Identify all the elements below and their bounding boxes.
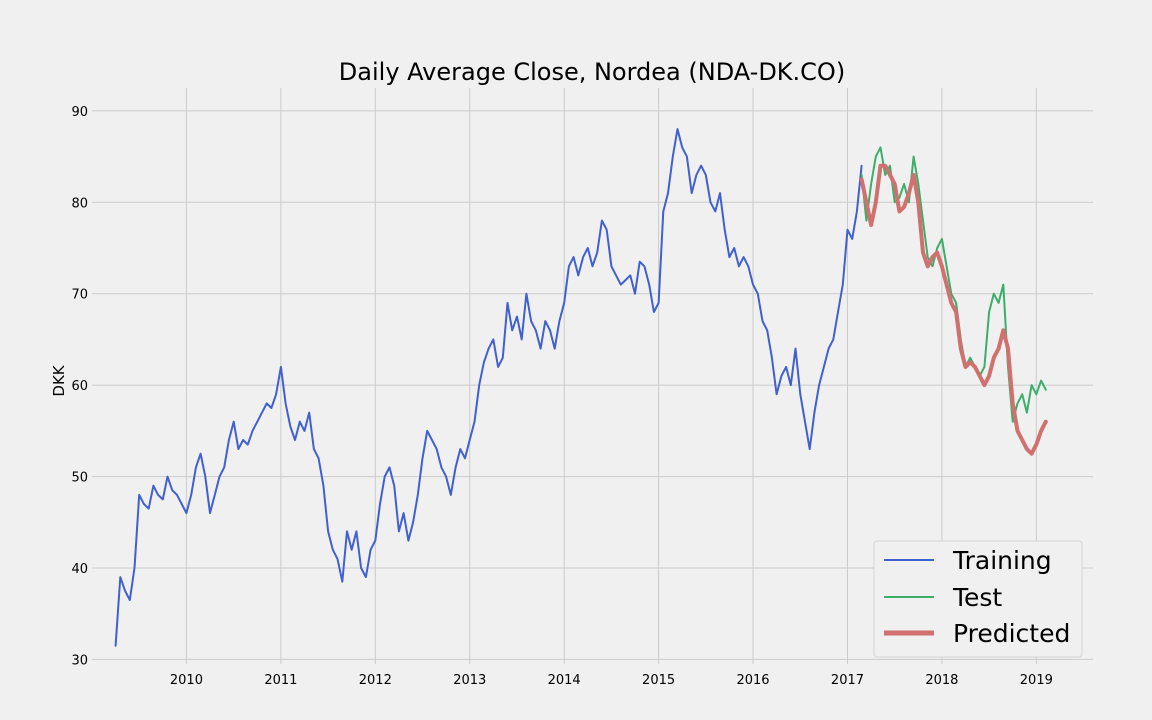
y-tick-label: 50 bbox=[71, 471, 88, 486]
x-tick-label: 2013 bbox=[453, 673, 486, 688]
y-tick-label: 40 bbox=[71, 562, 88, 577]
y-axis: 30 40 50 60 70 80 90 bbox=[71, 105, 88, 669]
x-tick-label: 2019 bbox=[1020, 673, 1053, 688]
x-tick-label: 2010 bbox=[170, 673, 203, 688]
series-line-training bbox=[114, 128, 863, 647]
chart-title: Daily Average Close, Nordea (NDA-DK.CO) bbox=[339, 58, 845, 86]
y-axis-label: DKK bbox=[50, 364, 68, 396]
x-tick-label: 2016 bbox=[736, 673, 769, 688]
x-axis: 2010 2011 2012 2013 2014 2015 2016 2017 2018 2019 bbox=[170, 673, 1053, 688]
x-tick-label: 2015 bbox=[642, 673, 675, 688]
grid-lines bbox=[92, 88, 1093, 664]
series-layer bbox=[114, 128, 1048, 647]
y-tick-label: 30 bbox=[71, 653, 88, 668]
series-line-predicted bbox=[859, 163, 1048, 456]
y-tick-label: 90 bbox=[71, 105, 88, 120]
x-tick-label: 2018 bbox=[925, 673, 958, 688]
x-tick-label: 2014 bbox=[548, 673, 581, 688]
legend: Training Test Predicted bbox=[873, 540, 1083, 658]
series-line-test bbox=[860, 146, 1047, 423]
x-tick-label: 2011 bbox=[264, 673, 297, 688]
legend-label-training: Training bbox=[952, 546, 1052, 575]
y-tick-label: 70 bbox=[71, 288, 88, 303]
y-tick-label: 80 bbox=[71, 196, 88, 211]
x-tick-label: 2012 bbox=[359, 673, 392, 688]
legend-label-test: Test bbox=[952, 583, 1002, 612]
x-tick-label: 2017 bbox=[831, 673, 864, 688]
y-tick-label: 60 bbox=[71, 379, 88, 394]
legend-box bbox=[873, 540, 1083, 658]
legend-label-predicted: Predicted bbox=[953, 619, 1070, 648]
